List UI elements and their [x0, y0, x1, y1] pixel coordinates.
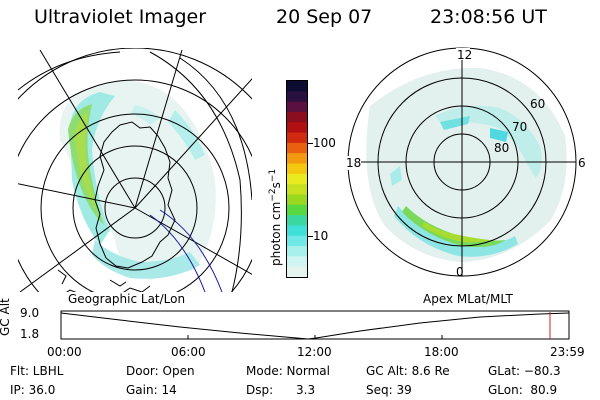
mlt-axes — [348, 48, 576, 276]
terminator-lines — [149, 209, 223, 292]
mlt-label-6: 6 — [578, 156, 586, 170]
outer-grid-arcs — [18, 51, 252, 292]
info-filter: Flt: LBHL — [10, 364, 64, 378]
timeline-xtick-3: 18:00 — [424, 345, 459, 359]
color-scale-gradient — [287, 81, 307, 278]
colorbar-band — [287, 101, 307, 113]
colorbar-band — [287, 163, 307, 175]
colorbar-band — [287, 184, 307, 195]
geographic-map — [18, 48, 252, 292]
colorbar-band — [287, 132, 307, 144]
mlt-label-top-bg — [456, 48, 470, 60]
timeline-xtick-2: 12:00 — [297, 345, 332, 359]
lat-label-70: 70 — [512, 120, 528, 134]
colorbar-label-100: 100 — [313, 136, 336, 150]
info-ip: IP: 36.0 — [10, 383, 56, 397]
info-glat: GLat: −80.3 — [488, 364, 561, 378]
colorbar-band — [287, 215, 307, 226]
colorbar-tick-10 — [307, 236, 313, 237]
date-label: 20 Sep 07 — [276, 6, 373, 28]
mlt-label-18: 18 — [346, 156, 362, 170]
colorbar-band — [287, 173, 307, 185]
info-dsp: Dsp: 3.3 — [246, 383, 316, 397]
info-glon: GLon: 80.9 — [488, 383, 558, 397]
colorbar-band — [287, 225, 307, 237]
colorbar-band — [287, 266, 307, 278]
instrument-title: Ultraviolet Imager — [34, 6, 207, 28]
latitude-circles — [18, 48, 252, 292]
info-door: Door: Open — [126, 364, 195, 378]
colorbar-label-10: 10 — [313, 229, 329, 243]
coastline — [57, 121, 176, 292]
info-mode: Mode: Normal — [246, 364, 330, 378]
colorbar-band — [287, 256, 307, 268]
mlt-label-12: 12 — [457, 48, 472, 62]
info-gain: Gain: 14 — [126, 383, 177, 397]
colorbar-band — [287, 111, 307, 123]
timeline-plot — [60, 310, 570, 340]
mlt-label-0: 0 — [456, 265, 464, 279]
colorbar-band — [287, 204, 307, 216]
info-gc-alt: GC Alt: 8.6 Re — [366, 364, 450, 378]
colorbar-band — [287, 81, 307, 92]
timeline-xtick-4: 23:59 — [550, 345, 585, 359]
aurora-emission-geo — [59, 80, 216, 280]
colorbar-band — [287, 153, 307, 165]
timeline-frame — [60, 310, 570, 340]
aurora-emission-mlt — [366, 67, 567, 263]
colorbar-band — [287, 246, 307, 257]
colorbar-tick-100 — [307, 143, 313, 144]
timeline-ytick-bottom: 1.8 — [20, 327, 40, 341]
lat-label-80: 80 — [494, 141, 510, 155]
timeline-xtick-1: 06:00 — [171, 345, 206, 359]
colorbar-band — [287, 91, 307, 103]
meridian-lines — [18, 49, 252, 292]
timeline-ylabel: GC Alt — [0, 298, 12, 336]
mlt-dial: 12 0 6 — [347, 47, 586, 279]
colorbar-band — [287, 122, 307, 134]
colorbar-band — [287, 235, 307, 247]
apex-label: Apex MLat/MLT — [423, 292, 513, 306]
time-label: 23:08:56 UT — [430, 6, 547, 28]
geographic-label: Geographic Lat/Lon — [68, 292, 186, 306]
colorbar-band — [287, 142, 307, 154]
lat-label-60: 60 — [530, 97, 546, 111]
timeline-ytick-top: 9.0 — [20, 306, 40, 320]
info-seq: Seq: 39 — [366, 383, 412, 397]
altitude-trace — [60, 312, 570, 340]
colorbar-band — [287, 194, 307, 206]
colorbar-unit-label: photon cm−2s−1 — [268, 168, 283, 266]
timeline-xtick-0: 00:00 — [47, 345, 82, 359]
color-scale-bar — [286, 80, 308, 278]
